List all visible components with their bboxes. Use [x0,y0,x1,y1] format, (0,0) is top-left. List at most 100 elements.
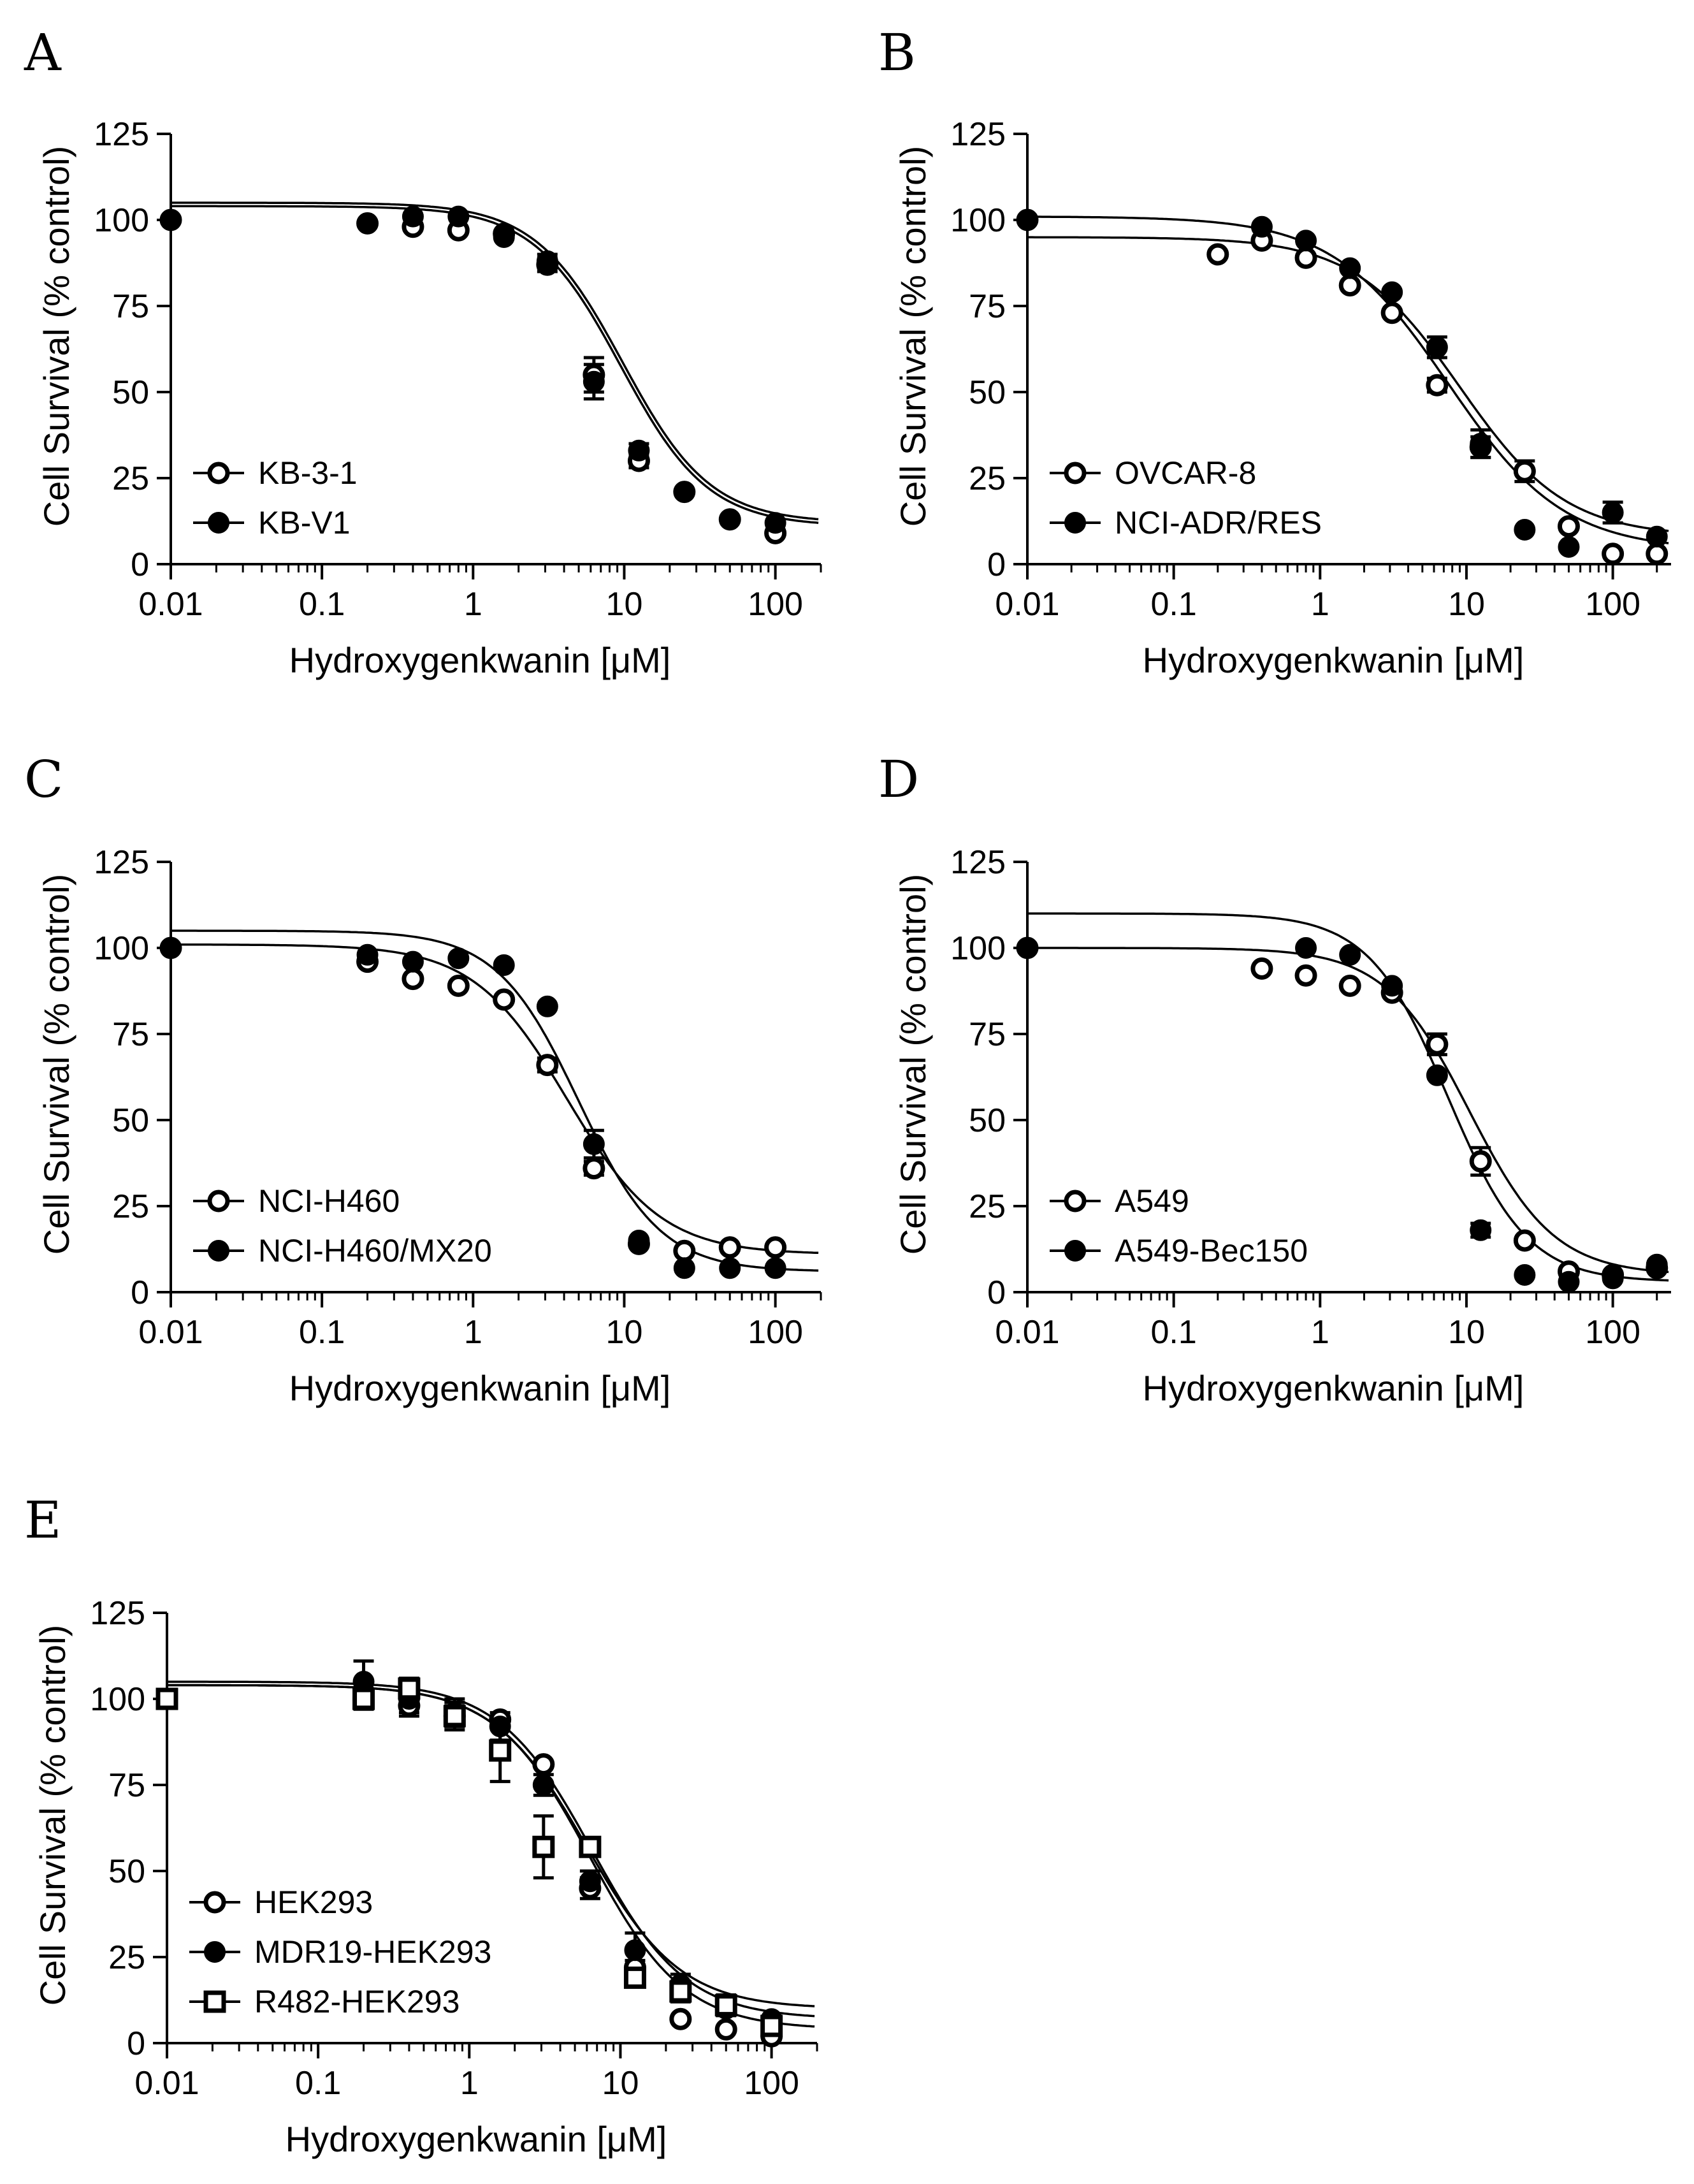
data-point [579,1870,601,1893]
x-tick-label: 0.1 [299,1314,345,1351]
data-point [532,1753,555,1776]
data-point [579,1835,602,1858]
y-tick-label: 75 [969,288,1006,325]
data-point [669,2007,692,2030]
x-tick-label: 100 [748,586,803,623]
data-point [764,512,786,534]
data-point [1339,257,1361,279]
y-tick-label: 25 [112,460,149,497]
data-point [1602,1267,1624,1290]
x-tick-label: 10 [602,2065,639,2102]
legend-marker [203,1891,226,1914]
data-point [624,1939,646,1962]
data-point [536,1054,559,1077]
data-point [356,212,379,235]
y-tick-label: 125 [950,116,1006,153]
y-axis-label: Cell Survival (% control) [893,146,933,527]
data-point [583,1157,605,1180]
y-tick-label: 25 [112,1188,149,1225]
fit-curve [171,929,819,1272]
data-point [628,439,650,462]
data-point [1514,1264,1536,1286]
legend-entry: NCI-H460 [258,1183,400,1219]
y-tick-label: 50 [969,1102,1006,1139]
data-point [1513,460,1536,483]
x-tick-label: 0.1 [1151,586,1197,623]
legend-entry: KB-3-1 [258,455,358,491]
legend-marker [1064,1240,1086,1262]
y-tick-label: 125 [94,844,149,881]
x-tick-label: 10 [1448,1314,1485,1351]
chart-panel-a: 0 25 50 75 100 125 0.01 0.1 1 10 100 Hydroxygenkwan… [36,116,822,680]
data-point [1250,215,1273,238]
x-axis-label: Hydroxygenkwanin [μM] [289,640,671,680]
data-point [764,1257,786,1279]
x-tick-label: 10 [1448,586,1485,623]
legend-entry: HEK293 [254,1884,373,1920]
x-axis-label: Hydroxygenkwanin [μM] [1143,640,1524,680]
legend-entry: MDR19-HEK293 [254,1934,491,1970]
data-point [760,2014,783,2037]
data-point [489,1739,512,1762]
y-tick-label: 50 [112,374,149,411]
y-tick-label: 125 [94,116,149,153]
data-point [1381,281,1403,303]
legend-marker [208,1240,229,1262]
data-point [532,1774,554,1796]
y-tick-label: 0 [127,2025,145,2062]
data-point [447,205,470,228]
x-tick-label: 100 [1585,586,1640,623]
data-point [1295,229,1317,252]
legend-entry: NCI-ADR/RES [1115,505,1322,541]
y-tick-label: 100 [90,1681,145,1718]
x-tick-label: 100 [1585,1314,1640,1351]
data-point [623,1966,646,1989]
data-point [536,250,558,272]
data-point [1558,536,1580,558]
y-tick-label: 100 [94,202,149,239]
y-axis-label: Cell Survival (% control) [36,146,76,527]
x-tick-label: 10 [606,586,643,623]
data-point [402,950,424,973]
data-point [1381,975,1403,997]
data-point [1380,302,1403,324]
data-point [493,226,515,248]
data-point [1426,374,1449,397]
data-point [356,943,379,966]
x-axis-label: Hydroxygenkwanin [μM] [286,2119,667,2159]
y-tick-label: 0 [131,546,149,583]
fit-curve [167,1684,815,2028]
data-point [719,508,741,530]
fit-curve [171,205,819,524]
x-tick-label: 100 [748,1314,803,1351]
x-tick-label: 1 [464,1314,482,1351]
data-point [673,1239,696,1262]
y-tick-label: 0 [987,1274,1006,1311]
y-tick-label: 75 [112,288,149,325]
data-point [669,1980,692,2003]
y-tick-label: 125 [90,1595,145,1632]
legend-marker [207,462,230,484]
data-point [532,1835,555,1858]
data-point [1646,525,1668,548]
panel-label-a: A [24,23,62,82]
data-point [160,209,182,231]
y-tick-label: 50 [108,1853,145,1890]
data-point [1338,974,1361,997]
legend-marker [1064,1190,1087,1212]
data-point [1338,274,1361,297]
x-tick-label: 0.01 [138,586,203,623]
y-tick-label: 25 [108,1939,145,1976]
x-tick-label: 0.1 [1151,1314,1197,1351]
data-point [673,481,695,503]
data-point [1426,1064,1448,1086]
y-axis-label: Cell Survival (% control) [893,874,933,1255]
data-point [536,995,558,1017]
legend-marker [1064,512,1086,534]
legend-marker [1064,462,1087,484]
x-tick-label: 10 [606,1314,643,1351]
x-axis-label: Hydroxygenkwanin [μM] [289,1368,671,1408]
x-tick-label: 1 [1311,1314,1329,1351]
y-axis-label: Cell Survival (% control) [36,874,76,1255]
